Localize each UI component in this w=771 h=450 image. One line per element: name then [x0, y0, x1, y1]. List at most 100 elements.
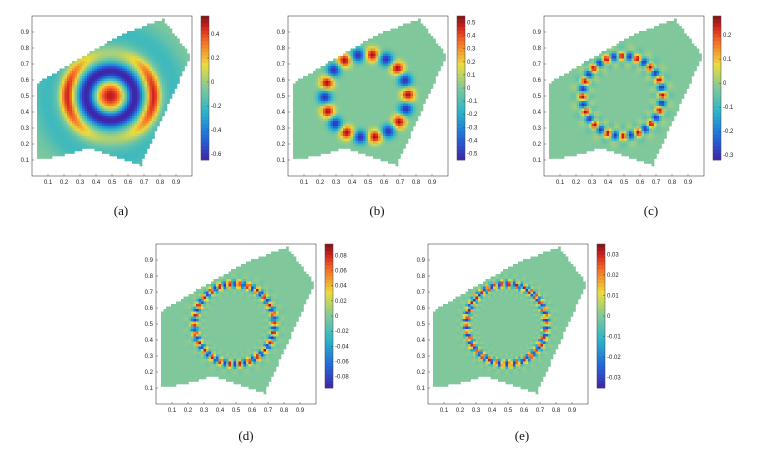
heatmap-cell	[400, 88, 404, 92]
heatmap-cell	[139, 68, 143, 72]
heatmap-cell	[54, 128, 58, 132]
heatmap-cell	[64, 66, 68, 69]
heatmap-cell	[325, 101, 329, 104]
heatmap-cell	[134, 66, 138, 69]
heatmap-cell	[355, 76, 359, 79]
heatmap-cell	[360, 113, 364, 117]
heatmap-cell	[59, 81, 63, 84]
heatmap-cell	[59, 151, 63, 154]
heatmap-cell	[179, 68, 183, 72]
heatmap-cell	[418, 113, 421, 117]
heatmap-cell	[365, 81, 369, 84]
heatmap-cell	[350, 88, 354, 92]
heatmap-cell	[129, 138, 133, 142]
heatmap-cell	[147, 41, 150, 44]
heatmap-cell	[353, 56, 356, 59]
heatmap-cell	[420, 108, 424, 112]
heatmap-cell	[360, 86, 364, 89]
heatmap-cell	[94, 113, 98, 117]
heatmap-cell	[433, 51, 436, 54]
heatmap-cell	[300, 148, 304, 152]
heatmap-cell	[325, 78, 329, 82]
heatmap-cell	[308, 73, 311, 77]
heatmap-cell	[114, 103, 118, 107]
heatmap-cell	[72, 91, 75, 94]
heatmap-cell	[395, 156, 399, 159]
heatmap-cell	[308, 93, 311, 97]
heatmap-cell	[398, 41, 401, 44]
heatmap-cell	[398, 128, 401, 132]
heatmap-cell	[373, 123, 376, 127]
heatmap-cell	[99, 143, 103, 147]
heatmap-cell	[295, 123, 299, 127]
heatmap-cell	[182, 68, 185, 72]
heatmap-cell	[112, 116, 115, 119]
heatmap-cell	[395, 126, 399, 129]
heatmap-cell	[413, 46, 416, 49]
heatmap-cell	[295, 116, 299, 119]
heatmap-cell	[137, 38, 140, 42]
heatmap-cell	[104, 63, 108, 67]
heatmap-cell	[388, 143, 391, 147]
heatmap-cell	[139, 46, 143, 49]
heatmap-cell	[315, 131, 319, 134]
heatmap-cell	[433, 56, 436, 59]
heatmap-cell	[109, 103, 113, 107]
heatmap-cell	[114, 68, 118, 72]
heatmap-cell	[549, 108, 552, 112]
heatmap-cell	[102, 93, 105, 97]
heatmap-cell	[318, 106, 321, 109]
heatmap-cell	[320, 126, 324, 129]
heatmap-cell	[132, 158, 135, 162]
heatmap-cell	[373, 53, 376, 57]
heatmap-cell	[355, 138, 359, 142]
heatmap-cell	[388, 31, 391, 34]
heatmap-cell	[355, 103, 359, 107]
heatmap-cell	[137, 136, 140, 139]
heatmap-cell	[378, 121, 381, 124]
heatmap-cell	[122, 103, 125, 107]
heatmap-cell	[159, 98, 163, 102]
heatmap-cell	[39, 121, 43, 124]
heatmap-cell	[315, 118, 319, 122]
heatmap-cell	[67, 131, 70, 134]
heatmap-cell	[162, 53, 165, 57]
heatmap-cell	[330, 66, 334, 69]
heatmap-cell	[363, 91, 366, 94]
heatmap-cell	[92, 141, 95, 144]
heatmap-cell	[388, 48, 391, 52]
heatmap-cell	[152, 53, 155, 57]
heatmap-cell	[415, 53, 419, 57]
heatmap-cell	[154, 91, 158, 94]
heatmap-cell	[79, 76, 83, 79]
heatmap-cell	[144, 96, 148, 99]
heatmap-cell	[127, 156, 130, 159]
heatmap-cell	[134, 78, 138, 82]
heatmap-cell	[54, 98, 58, 102]
y-tick-label: 0.7	[277, 62, 286, 68]
heatmap-cell	[405, 101, 409, 104]
heatmap-cell	[413, 73, 416, 77]
heatmap-cell	[310, 121, 314, 124]
heatmap-cell	[124, 48, 128, 52]
colorbar: 0.50.40.30.20.10-0.1-0.2-0.3-0.4-0.5	[456, 15, 478, 161]
heatmap-cell	[117, 103, 120, 107]
heatmap-cell	[62, 78, 65, 82]
heatmap-cell	[385, 36, 389, 39]
heatmap-cell	[305, 108, 309, 112]
heatmap-cell	[154, 36, 158, 39]
heatmap-cell	[440, 56, 444, 59]
heatmap-cell	[408, 93, 411, 97]
heatmap-cell	[159, 38, 163, 42]
heatmap-cell	[395, 56, 399, 59]
heatmap-cell	[117, 78, 120, 82]
heatmap-cell	[119, 116, 123, 119]
heatmap-cell	[425, 41, 429, 44]
heatmap-cell	[127, 116, 130, 119]
heatmap-cell	[127, 106, 130, 109]
heatmap-cell	[42, 118, 45, 122]
heatmap-cell	[79, 136, 83, 139]
heatmap-cell	[410, 68, 414, 72]
heatmap-cell	[385, 71, 389, 74]
heatmap-cell	[418, 23, 421, 27]
